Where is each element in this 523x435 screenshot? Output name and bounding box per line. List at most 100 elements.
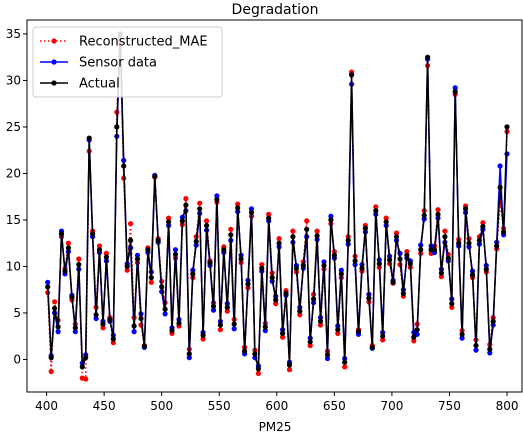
data-point bbox=[393, 230, 400, 236]
data-point bbox=[397, 256, 403, 262]
x-tick-label: 450 bbox=[93, 399, 116, 413]
y-tick-label: 15 bbox=[6, 213, 21, 227]
y-tick-label: 30 bbox=[6, 73, 21, 87]
data-point bbox=[121, 163, 127, 169]
data-point bbox=[83, 355, 89, 361]
data-point bbox=[366, 295, 372, 301]
data-point bbox=[473, 347, 479, 353]
y-tick-label: 35 bbox=[6, 27, 21, 41]
data-point bbox=[207, 260, 213, 266]
data-point bbox=[466, 240, 472, 246]
data-point bbox=[172, 247, 179, 253]
data-point bbox=[338, 271, 344, 277]
data-point bbox=[276, 240, 282, 246]
data-point bbox=[373, 204, 379, 210]
data-point bbox=[58, 231, 65, 237]
data-point bbox=[110, 340, 116, 346]
data-point bbox=[148, 279, 154, 285]
data-point bbox=[255, 370, 261, 376]
data-point bbox=[93, 312, 99, 318]
data-point bbox=[314, 228, 320, 234]
data-point bbox=[324, 352, 331, 358]
data-point bbox=[55, 329, 61, 335]
data-point bbox=[200, 332, 206, 338]
data-point bbox=[383, 219, 389, 225]
data-point bbox=[418, 247, 424, 253]
data-point bbox=[411, 334, 417, 340]
data-point bbox=[431, 247, 438, 253]
data-point bbox=[324, 355, 331, 362]
series-actual bbox=[45, 31, 510, 372]
data-point bbox=[286, 367, 293, 373]
x-tick-label: 500 bbox=[150, 399, 173, 413]
data-point bbox=[352, 258, 358, 264]
data-point bbox=[48, 355, 54, 361]
data-point bbox=[445, 255, 451, 261]
data-point bbox=[55, 324, 61, 330]
data-point bbox=[134, 256, 141, 262]
data-point bbox=[359, 265, 365, 271]
data-point bbox=[342, 364, 348, 370]
data-point bbox=[411, 338, 417, 344]
x-axis-label: PM25 bbox=[259, 420, 292, 434]
data-point bbox=[79, 364, 85, 370]
data-point bbox=[214, 196, 220, 203]
data-point bbox=[262, 328, 268, 334]
data-point bbox=[293, 265, 299, 271]
data-point bbox=[190, 271, 196, 277]
data-point bbox=[321, 262, 327, 269]
data-point bbox=[183, 196, 189, 202]
data-point bbox=[297, 308, 303, 314]
chart-title: Degradation bbox=[232, 2, 319, 18]
data-point bbox=[286, 362, 293, 368]
data-point bbox=[193, 238, 199, 244]
data-point bbox=[52, 299, 58, 305]
data-point bbox=[128, 221, 134, 227]
data-point bbox=[176, 320, 182, 326]
data-point bbox=[90, 231, 96, 237]
data-point bbox=[238, 256, 244, 262]
x-tick-label: 750 bbox=[438, 399, 461, 413]
data-point bbox=[393, 234, 400, 240]
data-point bbox=[469, 272, 476, 278]
data-point bbox=[362, 225, 368, 231]
series-line bbox=[46, 33, 508, 370]
legend-label: Reconstructed_MAE bbox=[79, 35, 208, 50]
data-point bbox=[100, 325, 106, 331]
data-point bbox=[45, 284, 51, 290]
plot-frame bbox=[26, 19, 523, 393]
data-point bbox=[162, 311, 168, 317]
data-point bbox=[497, 184, 503, 190]
data-point bbox=[62, 268, 68, 274]
data-point bbox=[449, 304, 455, 310]
data-point bbox=[159, 284, 165, 290]
data-point bbox=[335, 330, 341, 336]
data-point bbox=[435, 207, 441, 213]
data-point bbox=[86, 135, 92, 141]
data-point bbox=[114, 124, 120, 130]
data-point bbox=[487, 350, 493, 356]
data-point bbox=[235, 205, 241, 211]
data-point bbox=[110, 336, 116, 342]
data-point bbox=[204, 218, 210, 224]
data-point bbox=[459, 335, 465, 341]
data-point bbox=[204, 222, 210, 229]
data-point bbox=[197, 206, 203, 212]
data-point bbox=[262, 324, 268, 330]
data-point bbox=[217, 327, 223, 333]
data-point bbox=[373, 208, 379, 214]
x-tick-label: 650 bbox=[323, 399, 346, 413]
data-point bbox=[269, 275, 275, 281]
data-point bbox=[242, 348, 248, 354]
data-point bbox=[266, 211, 272, 217]
data-point bbox=[224, 308, 230, 314]
data-point bbox=[280, 334, 286, 340]
data-point bbox=[297, 312, 303, 318]
data-point bbox=[186, 355, 192, 361]
data-point bbox=[342, 359, 348, 365]
data-point bbox=[355, 329, 362, 335]
legend: Reconstructed_MAE Sensor data Actual bbox=[32, 26, 223, 98]
y-tick-label: 25 bbox=[6, 120, 21, 134]
data-point bbox=[300, 262, 306, 269]
data-point bbox=[369, 344, 375, 350]
